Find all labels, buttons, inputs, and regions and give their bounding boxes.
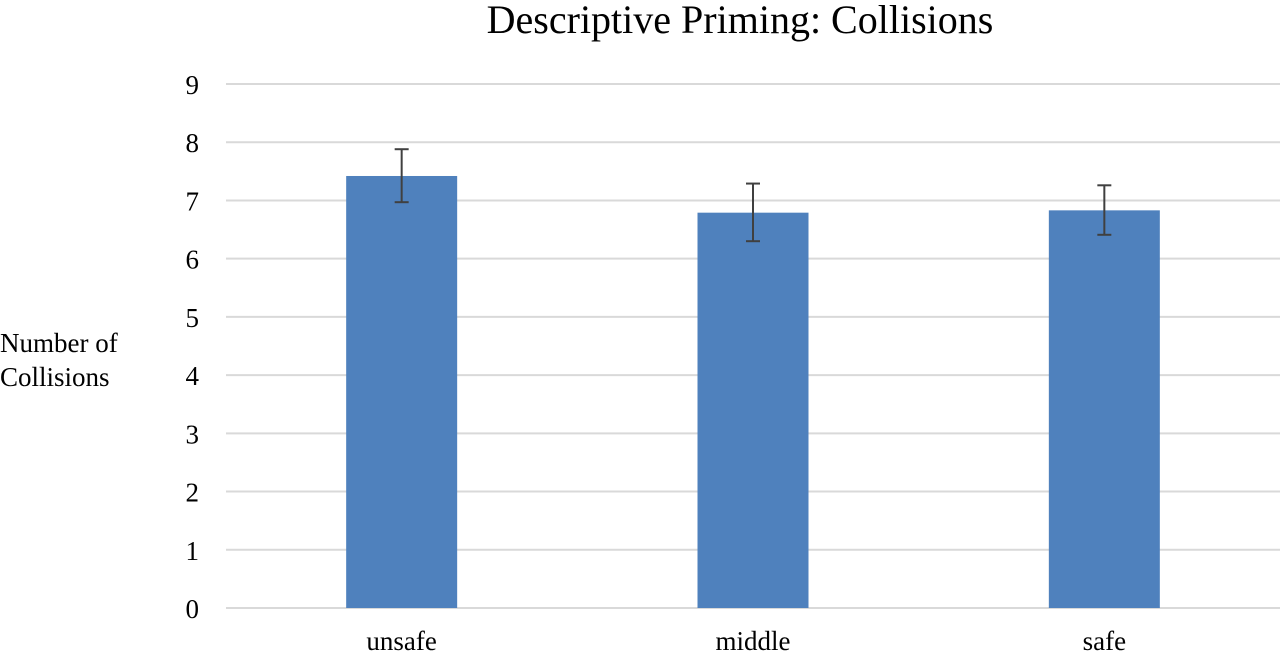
y-tick-label: 0: [186, 594, 200, 624]
x-tick-label: safe: [1083, 626, 1126, 653]
y-tick-label: 2: [186, 478, 200, 508]
chart-title: Descriptive Priming: Collisions: [486, 0, 994, 42]
y-tick-label: 9: [186, 70, 200, 100]
y-tick-label: 4: [186, 361, 200, 391]
y-tick-label: 1: [186, 536, 200, 566]
bar: [1048, 210, 1160, 608]
y-tick-label: 6: [186, 245, 200, 275]
y-tick-label: 5: [186, 303, 200, 333]
x-tick-label: middle: [716, 626, 791, 653]
y-tick-label: 7: [186, 186, 200, 216]
y-tick-label: 8: [186, 128, 200, 158]
bar: [697, 212, 809, 608]
y-tick-label: 3: [186, 419, 200, 449]
x-tick-label: unsafe: [366, 626, 436, 653]
bar: [346, 175, 458, 609]
y-axis-label: Number of Collisions: [0, 328, 118, 392]
